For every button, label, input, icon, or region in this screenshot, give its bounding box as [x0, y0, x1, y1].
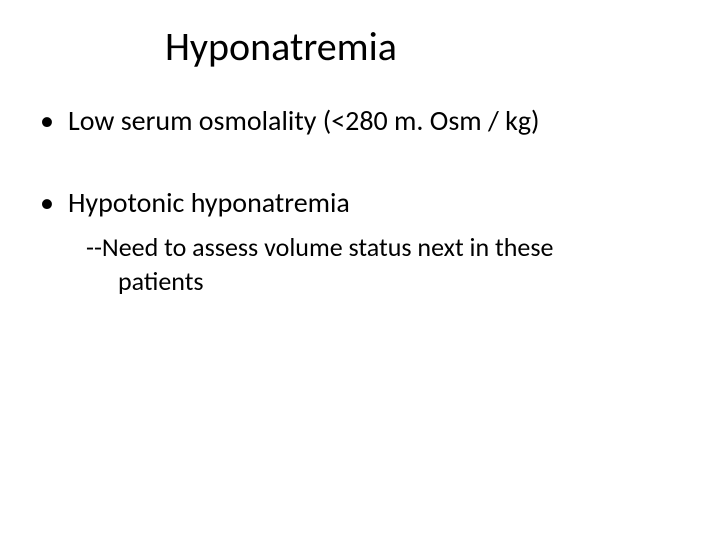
sub-bullet-line1: --Need to assess volume status next in t… — [86, 230, 680, 264]
bullet-item: • Hypotonic hyponatremia — [40, 184, 680, 222]
spacer — [40, 148, 680, 184]
bullet-text: Low serum osmolality (<280 m. Osm / kg) — [68, 102, 540, 140]
bullet-dot-icon: • — [40, 102, 54, 140]
slide-title: Hyponatremia — [165, 22, 397, 71]
sub-bullet: --Need to assess volume status next in t… — [86, 230, 680, 298]
bullet-dot-icon: • — [40, 184, 54, 222]
bullet-text: Hypotonic hyponatremia — [68, 184, 350, 222]
slide: Hyponatremia • Low serum osmolality (<28… — [0, 0, 720, 540]
bullet-item: • Low serum osmolality (<280 m. Osm / kg… — [40, 102, 680, 140]
slide-body: • Low serum osmolality (<280 m. Osm / kg… — [40, 102, 680, 298]
sub-bullet-line2: patients — [86, 264, 680, 298]
